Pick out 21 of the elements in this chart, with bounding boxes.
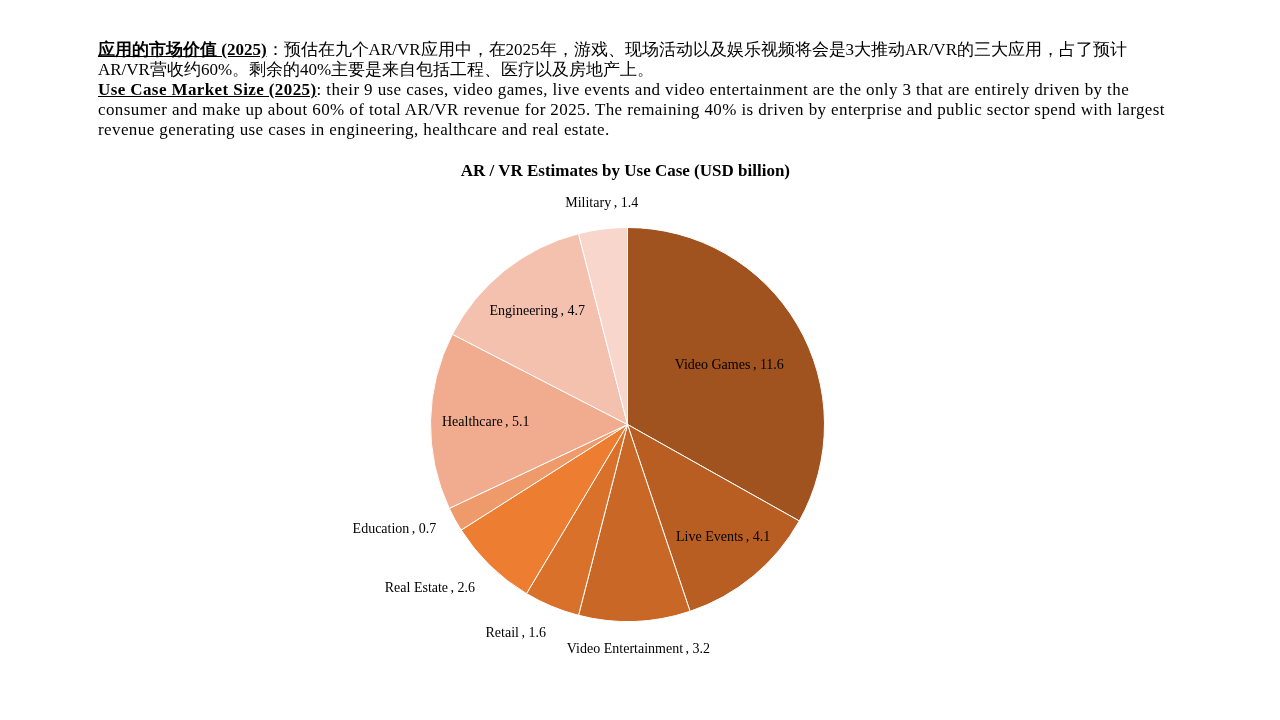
data-label: , 1.4 (613, 194, 639, 210)
slice-label: Real Estate (384, 579, 449, 595)
slice-label: Military (565, 194, 612, 210)
slice-label: Retail (485, 624, 520, 640)
data-label: , 4.1 (745, 529, 771, 545)
data-label: , 11.6 (752, 357, 784, 373)
slice-label: Video Entertainment (566, 641, 684, 657)
data-label: , 5.1 (505, 414, 530, 430)
data-label: , 0.7 (411, 521, 437, 537)
data-label: , 2.6 (450, 579, 476, 595)
slice-label: Healthcare (441, 414, 503, 430)
slice-label: Live Events (675, 529, 744, 545)
data-label: , 4.7 (560, 303, 585, 319)
slice-label: Engineering (489, 303, 558, 319)
data-label: , 1.6 (521, 624, 546, 640)
data-label: , 3.2 (685, 641, 711, 657)
slice-label: Education (352, 521, 410, 537)
slice-label: Video Games (674, 357, 751, 373)
chart-subtitle: 应用的市场价值 (2025)：预估在九个AR/VR应用中，在2025年，游戏、现场活动以及娱乐视频将会是3大推动AR/VR的三大应用，占了预计AR/VR营收约60%。剩余的40%主要是来自包括工程、医疗以及房地产上。 (98, 40, 1128, 80)
text: Use Case Market Size (2025): their 9 use cases, video games, live events and video entertainment are the only 3 that are entirely driven by the consumer and make up about 60% of total AR/VR revenue for 2025. The remaining 40% is driven by enterprise and public sector spend with largest revenue generating use cases in engineering, healthcare and real estate. (98, 80, 1166, 140)
chart-title: AR / VR Estimates by Use Case (USD billion) (460, 161, 790, 180)
